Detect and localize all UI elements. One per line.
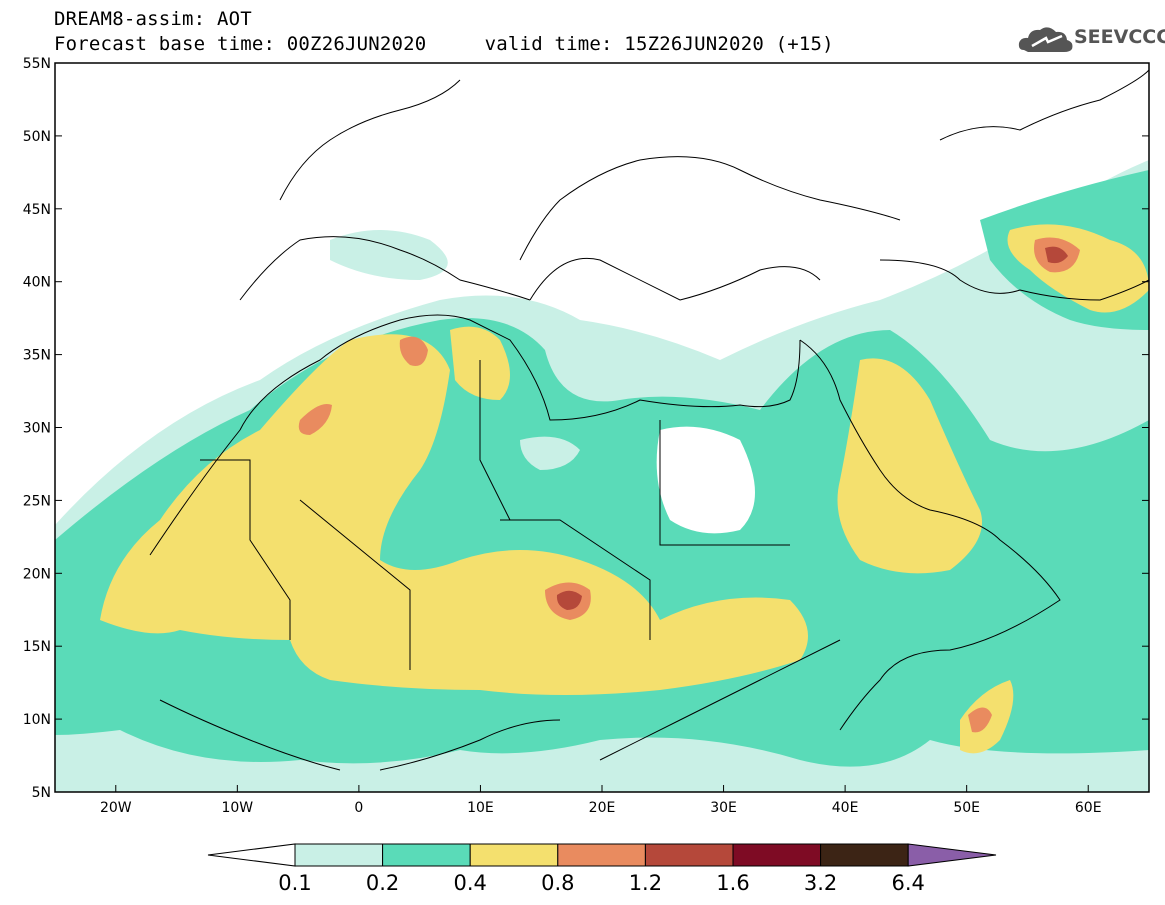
lon-tick-label: 20E: [589, 800, 616, 816]
colorbar-swatch: [382, 843, 471, 867]
cloud-icon: [1018, 27, 1073, 52]
colorbar-swatch: [732, 843, 822, 867]
colorbar-underflow: [207, 843, 296, 867]
coastlines: [149, 69, 1149, 771]
colorbar-swatch: [557, 843, 646, 867]
lat-tick-label: 10N: [23, 712, 51, 728]
aot-field-darkred-1: [556, 590, 582, 610]
lat-tick-label: 50N: [23, 129, 51, 145]
colorbar-label: 1.2: [629, 871, 662, 895]
colorbar-label: 3.2: [804, 871, 837, 895]
aot-field-low-2: [330, 230, 448, 280]
lat-tick-label: 5N: [32, 785, 51, 801]
colorbar-label: 0.8: [541, 871, 574, 895]
forecast-time-line: Forecast base time: 00Z26JUN2020 valid t…: [54, 33, 834, 55]
colorbar-label: 6.4: [891, 871, 924, 895]
lat-tick-label: 55N: [23, 56, 51, 72]
colorbar-label: 0.4: [453, 871, 486, 895]
colorbar-swatch: [644, 843, 734, 867]
aot-field-high-arabia: [837, 358, 982, 574]
aot-field-orange-3: [298, 404, 332, 435]
aot-field-orange-5: [968, 707, 992, 733]
lat-tick-label: 20N: [23, 566, 51, 582]
lat-tick-label: 25N: [23, 493, 51, 509]
lon-tick-label: 40E: [832, 800, 859, 816]
logo-text: SEEVCCC: [1074, 26, 1165, 48]
lon-tick-label: 30E: [710, 800, 737, 816]
colorbar-swatch: [469, 843, 559, 867]
lat-tick-label: 40N: [23, 275, 51, 291]
aot-field-orange-2: [399, 336, 428, 366]
lat-tick-label: 35N: [23, 348, 51, 364]
colorbar-label: 0.2: [366, 871, 399, 895]
lon-tick-label: 60E: [1075, 800, 1102, 816]
lat-tick-label: 15N: [23, 639, 51, 655]
lat-tick-label: 30N: [23, 421, 51, 437]
lon-tick-label: 50E: [953, 800, 980, 816]
map-axes: 20W 10W 0 10E 20E 30E 40E 50E 60E 5N 10N 15N 20N 25N 3…: [23, 56, 1149, 816]
lon-tick-label: 10E: [467, 800, 494, 816]
map-title: DREAM8-assim: AOT: [54, 8, 252, 30]
aot-hole-libya: [520, 436, 580, 470]
aot-field-high: [100, 334, 808, 695]
lon-tick-label: 20W: [100, 800, 132, 816]
colorbar-label: 0.1: [278, 871, 311, 895]
aot-field-darkred-2: [1045, 246, 1068, 264]
lon-tick-label: 0: [354, 800, 363, 816]
lat-tick-label: 45N: [23, 202, 51, 218]
colorbar-swatch: [820, 843, 909, 867]
colorbar-overflow: [907, 843, 997, 867]
colorbar-swatch: [294, 843, 384, 867]
colorbar-label: 1.6: [716, 871, 749, 895]
aot-hole-egypt: [656, 426, 755, 534]
lon-tick-label: 10W: [221, 800, 253, 816]
